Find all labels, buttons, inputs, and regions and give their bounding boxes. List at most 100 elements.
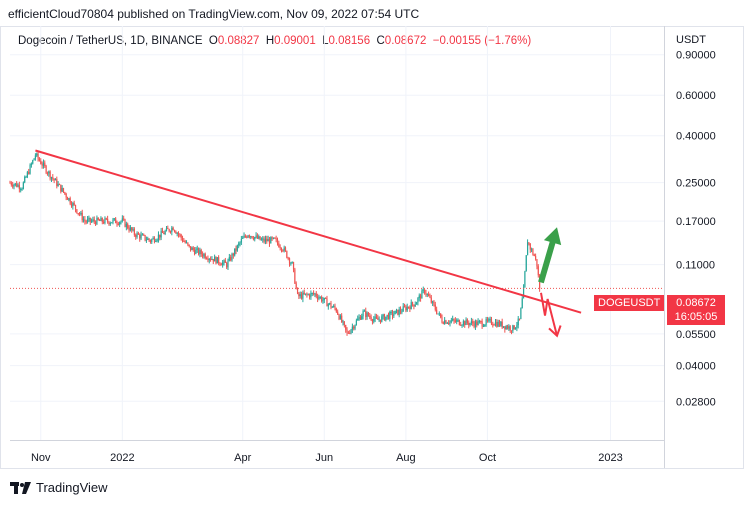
candle-body: [181, 237, 184, 242]
candle-body: [100, 218, 102, 221]
candle-body: [70, 203, 73, 207]
candle-body: [189, 246, 192, 251]
candle-body: [415, 302, 418, 305]
candle-body: [454, 320, 456, 322]
candle-body: [300, 294, 303, 299]
candle-body: [173, 230, 176, 232]
candle-body: [485, 319, 487, 325]
candle-body: [444, 320, 446, 324]
candle-body: [436, 309, 438, 314]
candle-body: [185, 242, 188, 244]
candle-body: [482, 326, 485, 328]
candle-body: [486, 319, 489, 321]
publisher-line: efficientCloud70804 published on Trading…: [8, 7, 420, 21]
candle-body: [136, 233, 138, 237]
legend-close-label: C: [376, 35, 385, 47]
down-arrow-head[interactable]: [548, 325, 562, 338]
candle-body: [96, 217, 98, 225]
candle-body: [276, 239, 279, 244]
candle-body: [326, 298, 328, 307]
candle-body: [22, 182, 24, 189]
candle-body: [230, 257, 232, 261]
price-axis[interactable]: 0.90000 0.60000 0.40000 0.25000 0.17000 0.110…: [676, 50, 716, 409]
candle-body: [112, 219, 114, 223]
candle-body: [322, 300, 324, 302]
legend-open-label: O: [208, 35, 218, 47]
bar-countdown: 16:05:05: [674, 311, 718, 323]
candle-body: [40, 160, 42, 165]
candle-body: [295, 283, 297, 288]
candle-body: [161, 230, 164, 234]
time-tick-label: 2022: [110, 452, 134, 464]
time-axis[interactable]: Nov 2022 Apr Jun Aug Oct 2023: [31, 452, 623, 464]
candle-body: [378, 319, 380, 321]
candle-body: [97, 217, 99, 220]
candle-body: [401, 311, 403, 313]
candle-body: [287, 257, 289, 259]
candle-body: [411, 302, 414, 305]
candle-body: [184, 241, 186, 243]
candle-body: [244, 235, 246, 237]
candle-body: [363, 310, 366, 312]
candle-body: [319, 297, 321, 299]
candle-body: [283, 247, 285, 251]
candle-body: [434, 304, 436, 310]
candle-body: [223, 260, 225, 263]
candle-body: [139, 234, 141, 239]
candle-body: [113, 218, 115, 220]
candle-body: [437, 313, 439, 315]
candle-body: [433, 301, 435, 305]
time-tick-label: 2023: [598, 452, 622, 464]
candle-body: [502, 326, 505, 328]
candle-body: [272, 237, 275, 239]
candle-body: [65, 193, 67, 198]
candle-body: [481, 321, 483, 327]
candle-body: [208, 258, 210, 261]
price-tick-label: 0.11000: [676, 260, 715, 272]
currency-label[interactable]: USDT: [676, 34, 706, 46]
candle-body: [196, 248, 198, 250]
trendline[interactable]: [35, 149, 582, 314]
chart-frame: [0, 26, 744, 469]
tradingview-brand[interactable]: TradingView: [10, 480, 108, 495]
candle-body: [10, 182, 12, 185]
candle-body: [160, 230, 162, 238]
candle-body: [347, 332, 349, 334]
legend-open-value: 0.08827: [217, 35, 260, 47]
candle-body: [278, 243, 280, 248]
candle-body: [355, 320, 357, 326]
candle-body: [338, 314, 340, 320]
candle-body: [163, 233, 165, 235]
up-arrow[interactable]: [538, 227, 562, 284]
candle-body: [171, 227, 173, 232]
candle-body: [442, 322, 444, 324]
symbol-price-tag: DOGEUSDT: [594, 295, 665, 311]
candle-body: [477, 321, 479, 326]
candle-body: [294, 269, 296, 284]
candle-body: [243, 235, 245, 238]
candle-body: [119, 222, 121, 225]
candle-body: [398, 309, 400, 315]
time-tick-label: Nov: [31, 452, 51, 464]
candle-body: [258, 236, 260, 239]
candle-body: [405, 306, 407, 311]
candle-body: [464, 321, 466, 326]
candle-body: [260, 239, 263, 241]
candle-body: [428, 294, 430, 297]
candle-body: [46, 172, 49, 174]
candle-body: [335, 308, 337, 312]
candle-body: [80, 212, 82, 215]
candle-body: [92, 219, 94, 221]
candle-body: [505, 326, 507, 330]
candle-body: [537, 266, 539, 276]
legend-symbol[interactable]: Dogecoin / TetherUS, 1D, BINANCE: [18, 35, 203, 47]
candle-body: [222, 262, 224, 266]
price-tick-label: 0.25000: [676, 178, 716, 190]
candle-body: [329, 303, 331, 305]
down-arrow-path[interactable]: [540, 292, 558, 336]
candle-body: [224, 260, 226, 263]
candle-body: [267, 239, 269, 242]
candle-body: [206, 258, 208, 260]
price-tick-label: 0.90000: [676, 50, 716, 62]
